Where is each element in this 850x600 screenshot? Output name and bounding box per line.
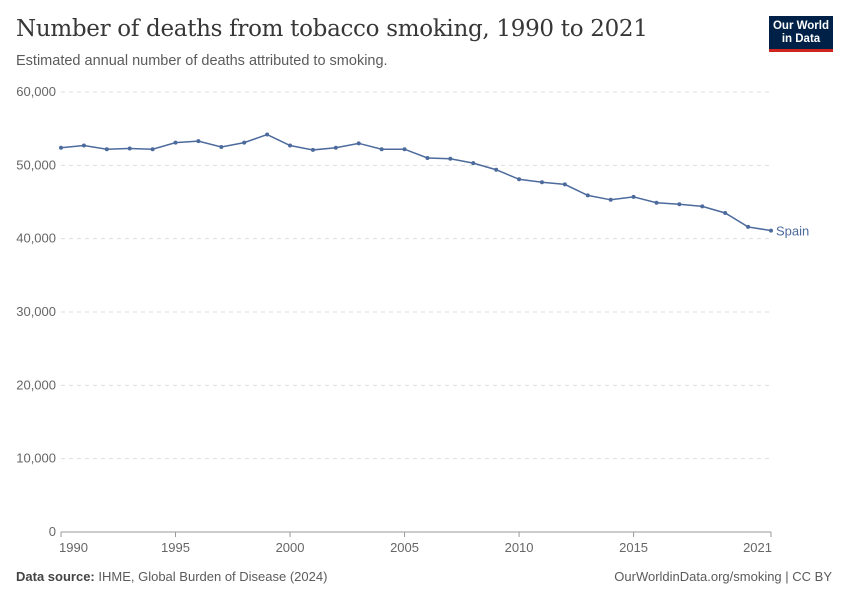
logo-text: Our World in Data <box>772 20 829 45</box>
data-point <box>631 194 636 199</box>
data-point <box>517 177 522 182</box>
data-point <box>700 204 705 209</box>
data-point <box>425 156 430 160</box>
x-tick-label: 2000 <box>276 540 305 555</box>
chart-title: Number of deaths from tobacco smoking, 1… <box>16 16 648 42</box>
chart-subtitle: Estimated annual number of deaths attrib… <box>16 53 388 69</box>
data-point <box>81 143 86 148</box>
data-point <box>104 147 109 152</box>
data-point <box>127 146 132 151</box>
data-point <box>173 140 178 145</box>
data-point <box>356 141 361 146</box>
y-tick-label: 10,000 <box>16 451 56 466</box>
data-point <box>288 143 293 148</box>
data-point <box>402 147 407 152</box>
y-tick-label: 30,000 <box>16 304 56 319</box>
data-point <box>150 147 155 152</box>
data-point <box>585 193 590 198</box>
data-point <box>59 145 63 150</box>
data-point <box>746 224 751 229</box>
series-line-spain <box>60 133 772 232</box>
data-point <box>654 200 659 205</box>
source-text[interactable]: IHME, Global Burden of Disease (2024) <box>98 569 328 584</box>
credit-link[interactable]: OurWorldinData.org/smoking | CC BY <box>614 569 832 584</box>
data-point <box>219 145 224 149</box>
data-point <box>265 132 270 137</box>
data-point <box>539 180 544 185</box>
data-point <box>379 147 384 152</box>
data-point <box>494 167 499 172</box>
y-tick-label: 60,000 <box>16 84 56 99</box>
data-point <box>562 182 567 187</box>
y-tick-label: 40,000 <box>16 231 56 246</box>
owid-logo[interactable]: Our World in Data <box>769 16 833 52</box>
data-point <box>723 211 728 215</box>
x-tick-label: 1990 <box>59 540 88 555</box>
data-point <box>608 197 613 202</box>
data-point <box>448 156 453 161</box>
x-tick-label: 1995 <box>161 540 190 555</box>
x-tick-label: 2015 <box>619 540 648 555</box>
x-tick-label: 2005 <box>390 540 419 555</box>
x-tick-label: 2021 <box>743 540 772 555</box>
data-point <box>769 228 773 233</box>
data-point <box>677 202 682 207</box>
data-point <box>196 139 201 144</box>
data-point <box>471 161 476 166</box>
data-point <box>310 147 315 152</box>
x-tick-label: 2010 <box>505 540 534 555</box>
source-label: Data source: <box>16 569 95 584</box>
y-tick-label: 20,000 <box>16 377 56 392</box>
data-point <box>242 140 247 145</box>
y-tick-label: 0 <box>49 524 56 539</box>
series-label: Spain <box>776 224 809 239</box>
y-tick-label: 50,000 <box>16 157 56 172</box>
data-point <box>333 145 338 150</box>
data-source: Data source: IHME, Global Burden of Dise… <box>16 569 327 584</box>
